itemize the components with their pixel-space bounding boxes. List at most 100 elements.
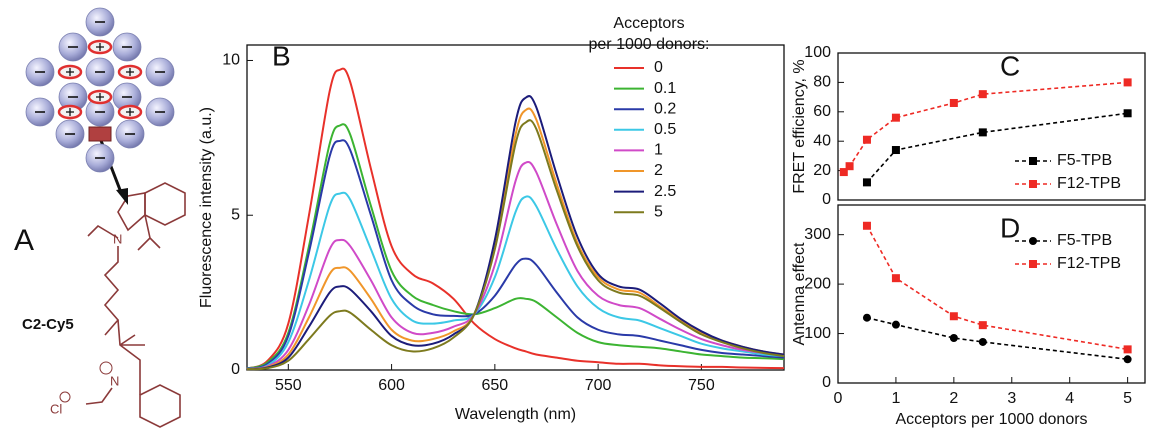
legend-marker — [1029, 260, 1037, 268]
y-tick-label: 100 — [804, 325, 831, 342]
x-tick-label: 600 — [378, 377, 405, 394]
y-tick-label: 10 — [222, 52, 240, 69]
legend-label: F5-TPB — [1057, 232, 1112, 249]
plus-sign — [126, 68, 134, 76]
y-tick-label: 40 — [813, 132, 831, 149]
x-tick-label: 750 — [688, 377, 715, 394]
plus-sign — [96, 43, 104, 51]
x-axis-label: Wavelength (nm) — [455, 406, 576, 423]
atom-label: N — [110, 373, 119, 388]
y-tick-label: 80 — [813, 74, 831, 91]
plus-sign — [126, 108, 134, 116]
marker — [978, 90, 987, 99]
x-tick-label: 550 — [275, 377, 302, 394]
marker — [891, 146, 900, 155]
legend-label: 1 — [654, 142, 663, 159]
panel-label: A — [14, 224, 34, 257]
y-axis-label: Antenna effect — [791, 242, 808, 345]
plot-frame — [246, 44, 785, 371]
arrow-head — [116, 188, 128, 205]
panel-a: A C2-Cy5 N N Cl — [14, 7, 186, 428]
marker — [1123, 109, 1132, 118]
plus-sign — [96, 93, 104, 101]
x-tick-label: 700 — [585, 377, 612, 394]
plot-frame — [837, 52, 1146, 201]
marker — [1123, 355, 1132, 364]
x-tick-label: 650 — [481, 377, 508, 394]
legend-title: per 1000 donors: — [589, 36, 710, 53]
series-line — [246, 139, 785, 370]
series-line — [866, 316, 1128, 361]
series-line — [246, 123, 785, 370]
panel-label: C — [1000, 50, 1020, 81]
y-tick-label: 100 — [804, 44, 831, 61]
legend-marker — [1029, 180, 1037, 188]
y-tick-label: 60 — [813, 103, 831, 120]
y-tick-label: 200 — [804, 275, 831, 292]
x-tick-label: 0 — [834, 390, 843, 407]
marker — [949, 98, 958, 107]
y-axis-label: FRET efficiency, % — [791, 59, 808, 193]
x-tick-label: 4 — [1065, 390, 1074, 407]
series-line — [246, 107, 785, 371]
legend-label: F12-TPB — [1057, 255, 1121, 272]
marker — [1123, 78, 1132, 87]
legend-label: F12-TPB — [1057, 175, 1121, 192]
marker — [862, 221, 871, 230]
legend-label: F5-TPB — [1057, 152, 1112, 169]
legend-label: 0 — [654, 59, 663, 76]
legend-marker — [1029, 237, 1037, 245]
panel-label: D — [1000, 212, 1020, 243]
legend-label: 2 — [654, 162, 663, 179]
marker — [978, 321, 987, 330]
acceptor — [88, 126, 112, 142]
series-line — [246, 67, 785, 370]
y-tick-label: 0 — [822, 191, 831, 208]
legend-label: 0.2 — [654, 100, 676, 117]
legend-label: 0.5 — [654, 121, 676, 138]
legend-marker — [1029, 157, 1037, 165]
marker — [845, 162, 854, 171]
marker — [978, 128, 987, 137]
atom-label: N — [113, 231, 122, 246]
plus-sign — [66, 68, 74, 76]
plot-frame — [837, 204, 1146, 384]
charge-symbol — [59, 391, 71, 403]
series-line — [246, 119, 785, 371]
marker — [891, 320, 900, 329]
series-line — [246, 191, 785, 370]
panel-label: B — [272, 40, 291, 71]
marker — [862, 313, 871, 322]
x-tick-label: 1 — [891, 390, 900, 407]
marker — [839, 168, 848, 177]
marker — [949, 312, 958, 321]
series-line — [246, 95, 785, 371]
y-tick-label: 0 — [231, 361, 240, 378]
marker — [862, 178, 871, 187]
y-tick-label: 5 — [231, 206, 240, 223]
y-tick-label: 20 — [813, 162, 831, 179]
x-tick-label: 5 — [1123, 390, 1132, 407]
legend-label: 5 — [654, 203, 663, 220]
x-tick-label: 2 — [949, 390, 958, 407]
y-tick-label: 0 — [822, 374, 831, 391]
marker — [891, 274, 900, 283]
x-axis-label: Acceptors per 1000 donors — [895, 411, 1087, 428]
marker — [949, 334, 958, 343]
series-line — [866, 112, 1128, 183]
atom-label: Cl — [50, 401, 62, 416]
x-tick-label: 3 — [1007, 390, 1016, 407]
y-tick-label: 300 — [804, 226, 831, 243]
series-line — [246, 160, 785, 371]
plus-sign — [66, 108, 74, 116]
legend-label: 2.5 — [654, 183, 676, 200]
legend-label: 0.1 — [654, 80, 676, 97]
molecule-name: C2-Cy5 — [22, 316, 74, 333]
legend-title: Acceptors — [613, 15, 684, 32]
marker — [891, 113, 900, 122]
molecule-structure — [85, 182, 186, 428]
marker — [862, 135, 871, 144]
marker — [978, 337, 987, 346]
charge-symbol — [99, 361, 113, 375]
